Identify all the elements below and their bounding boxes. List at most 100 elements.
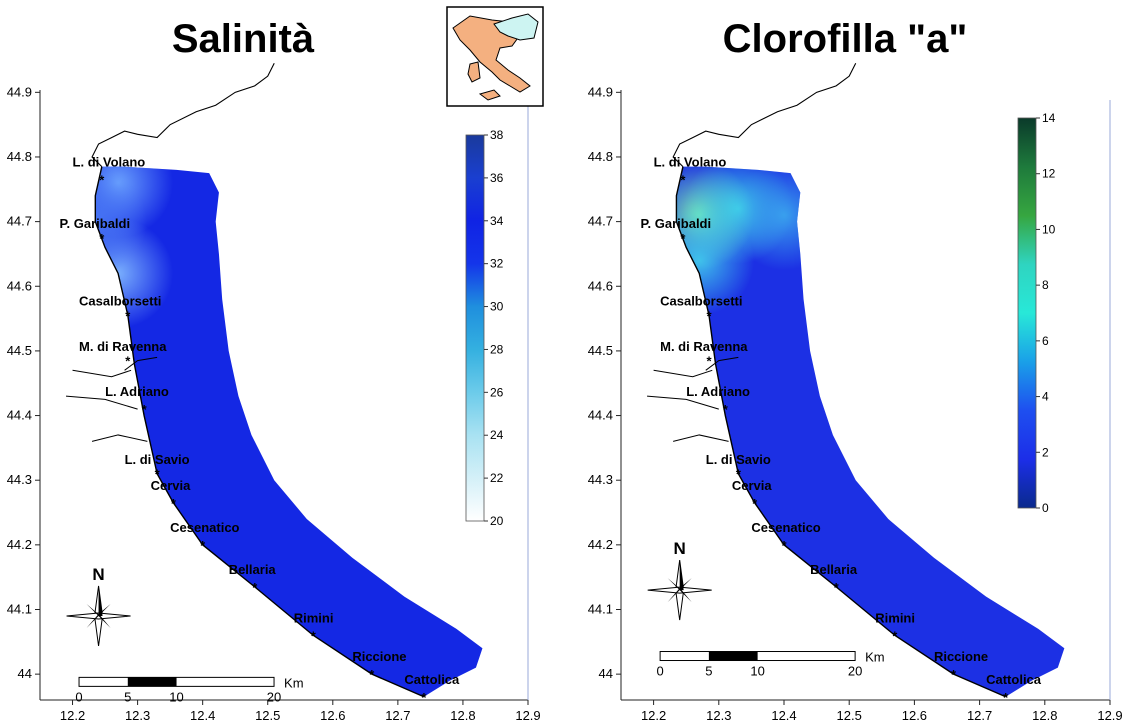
colorbar-tick-label: 22 (490, 471, 504, 485)
colorbar-tick-label: 8 (1042, 278, 1049, 292)
place-label: Rimini (294, 610, 334, 625)
place-label: Cattolica (404, 672, 460, 687)
colorbar-tick-label: 20 (490, 514, 504, 528)
x-tick-label: 12.6 (902, 708, 927, 723)
y-tick-label: 44.5 (588, 343, 613, 358)
y-tick-label: 44.8 (7, 149, 32, 164)
inset-map (447, 7, 543, 106)
place-label: Rimini (875, 610, 915, 625)
north-label: N (674, 539, 686, 558)
x-tick-label: 12.5 (255, 708, 280, 723)
place-label: L. di Savio (706, 452, 771, 467)
colorbar-tick-label: 32 (490, 257, 504, 271)
salinity-panel: Salinità4444.144.244.344.444.544.644.744… (7, 7, 543, 723)
river-line (654, 370, 713, 376)
y-tick-label: 44.5 (7, 343, 32, 358)
x-tick-label: 12.3 (706, 708, 731, 723)
place-label: M. di Ravenna (79, 339, 167, 354)
river-line (92, 435, 147, 441)
north-label: N (92, 565, 104, 584)
y-tick-label: 44.2 (7, 537, 32, 552)
coastline-north (92, 63, 274, 166)
scale-bar-unit: Km (865, 650, 885, 665)
colorbar-tick-label: 2 (1042, 445, 1049, 459)
north-arrow: N (67, 565, 131, 646)
coastline-north (673, 63, 856, 166)
scale-bar-tick-label: 5 (124, 689, 131, 704)
scale-bar-tick-label: 20 (267, 689, 281, 704)
y-tick-label: 44.1 (7, 601, 32, 616)
y-tick-label: 44.3 (7, 472, 32, 487)
y-tick-label: 44.6 (588, 278, 613, 293)
x-tick-label: 12.8 (450, 708, 475, 723)
y-tick-label: 44.7 (588, 214, 613, 229)
river-line (73, 370, 132, 376)
place-label: Casalborsetti (660, 294, 742, 309)
place-label: Riccione (934, 649, 988, 664)
place-label: M. di Ravenna (660, 339, 748, 354)
y-tick-label: 44.9 (588, 84, 613, 99)
colorbar-tick-label: 4 (1042, 390, 1049, 404)
y-tick-label: 44.1 (588, 601, 613, 616)
x-tick-label: 12.8 (1032, 708, 1057, 723)
colorbar-tick-label: 36 (490, 171, 504, 185)
scale-bar-tick-label: 20 (848, 664, 862, 679)
place-label: L. Adriano (686, 384, 750, 399)
colorbar-tick-label: 34 (490, 214, 504, 228)
place-label: Cesenatico (170, 520, 239, 535)
scale-bar-fill (709, 652, 758, 661)
x-tick-label: 12.4 (190, 708, 215, 723)
y-tick-label: 44.4 (588, 408, 613, 423)
place-label: L. di Volano (73, 155, 146, 170)
colorbar-tick-label: 38 (490, 128, 504, 142)
colorbar: 0 2 4 6 8 10 12 14 (1018, 111, 1056, 515)
colorbar-tick-label: 30 (490, 300, 504, 314)
colorbar-tick-label: 14 (1042, 111, 1056, 125)
scale-bar-tick-label: 0 (657, 664, 664, 679)
scale-bar-tick-label: 0 (75, 689, 82, 704)
y-tick-label: 44 (599, 666, 613, 681)
place-label: P. Garibaldi (641, 216, 712, 231)
y-tick-label: 44.7 (7, 214, 32, 229)
colorbar-tick-label: 6 (1042, 334, 1049, 348)
place-label: Bellaria (810, 562, 858, 577)
x-tick-label: 12.9 (515, 708, 540, 723)
place-label: P. Garibaldi (60, 216, 131, 231)
colorbar-tick-label: 12 (1042, 167, 1056, 181)
field-patches (644, 154, 839, 316)
place-label: L. di Volano (654, 155, 727, 170)
colorbar-tick-label: 26 (490, 385, 504, 399)
panel-title: Clorofilla "a" (723, 17, 968, 61)
x-tick-label: 12.3 (125, 708, 150, 723)
scale-bar-tick-label: 5 (705, 664, 712, 679)
y-tick-label: 44.6 (7, 278, 32, 293)
river-line (673, 435, 728, 441)
place-label: Riccione (352, 649, 406, 664)
x-tick-label: 12.2 (641, 708, 666, 723)
place-label: Cesenatico (751, 520, 820, 535)
panel-title: Salinità (172, 17, 315, 61)
scale-bar-tick-label: 10 (169, 689, 183, 704)
colorbar-tick-label: 28 (490, 342, 504, 356)
y-tick-label: 44.3 (588, 472, 613, 487)
x-tick-label: 12.6 (320, 708, 345, 723)
place-label: Casalborsetti (79, 294, 161, 309)
scale-bar-unit: Km (284, 675, 304, 690)
x-tick-label: 12.7 (385, 708, 410, 723)
x-tick-label: 12.4 (771, 708, 796, 723)
place-label: Cervia (151, 478, 192, 493)
colorbar: 20 22 24 26 28 30 32 34 36 38 (466, 128, 504, 528)
north-arrow: N (648, 539, 712, 620)
x-tick-label: 12.2 (60, 708, 85, 723)
x-tick-label: 12.5 (837, 708, 862, 723)
colorbar-tick-label: 0 (1042, 501, 1049, 515)
place-label: Cattolica (986, 672, 1042, 687)
colorbar-tick-label: 10 (1042, 222, 1056, 236)
colorbar-gradient (466, 135, 484, 521)
x-tick-label: 12.9 (1097, 708, 1122, 723)
place-label: Bellaria (229, 562, 277, 577)
y-tick-label: 44.2 (588, 537, 613, 552)
colorbar-tick-label: 24 (490, 428, 504, 442)
colorbar-gradient (1018, 118, 1036, 508)
